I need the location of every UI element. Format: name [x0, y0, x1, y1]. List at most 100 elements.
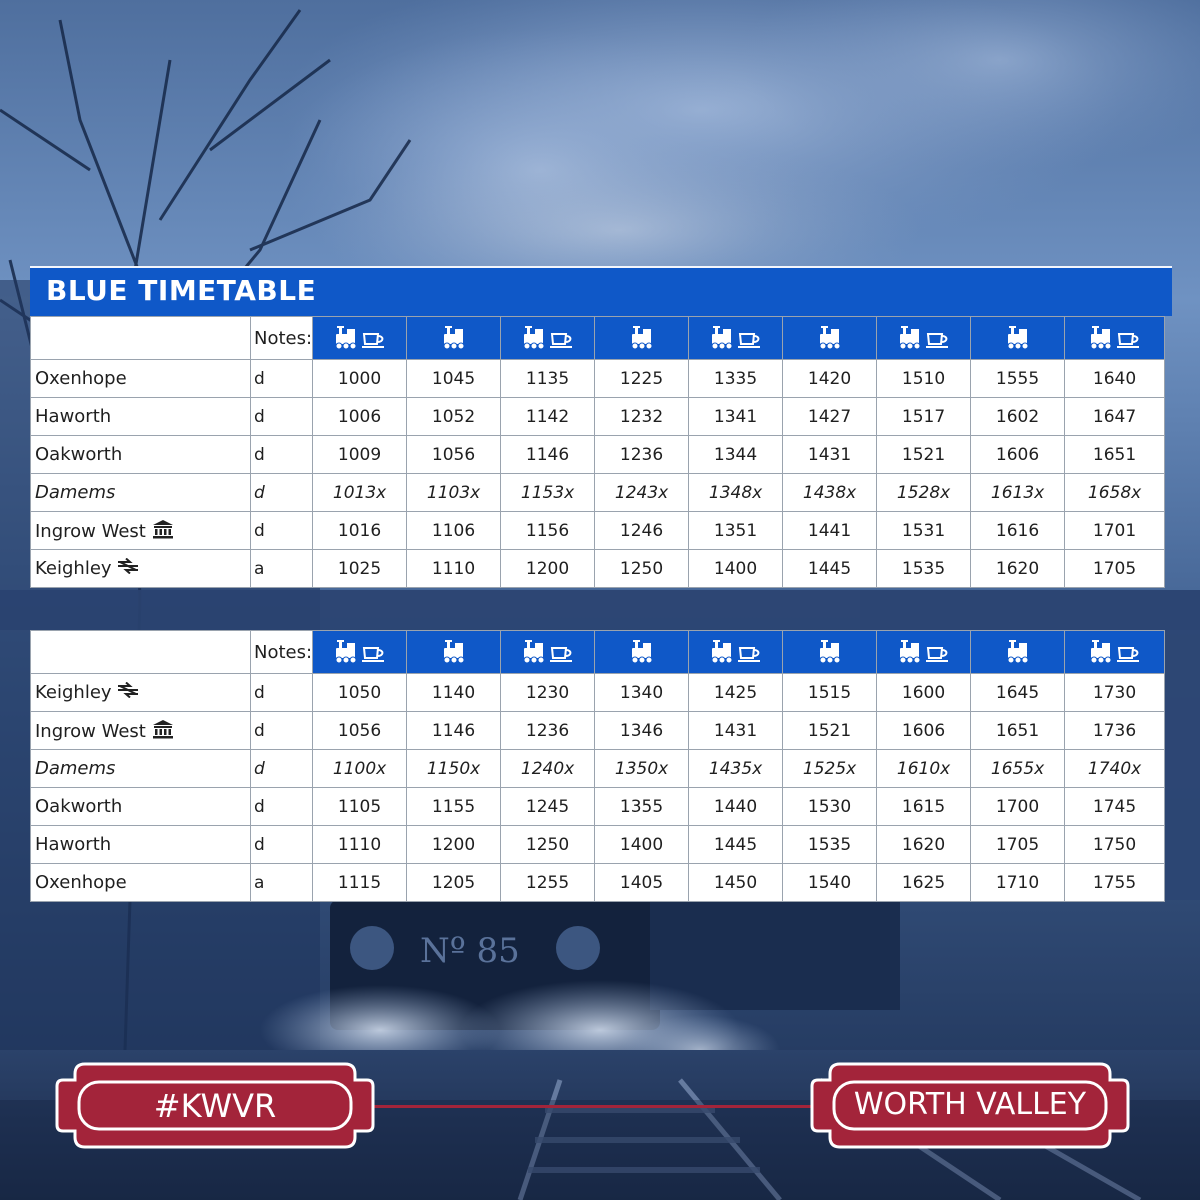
departure-time: 1016 — [312, 511, 408, 550]
steam-train-buffet-icon — [332, 325, 388, 351]
timetable-down-body: Notes: Keighley d 1050 1140 1230 1340 1425 1515… — [30, 630, 1166, 902]
departure-time: 1658x — [1064, 473, 1166, 512]
departure-time: 1106 — [406, 511, 502, 550]
departure-time: 1155 — [406, 787, 502, 826]
service-header-row: Notes: — [30, 316, 1166, 360]
service-header-row: Notes: — [30, 630, 1166, 674]
timetable-row: Ingrow West d 1016 1106 1156 1246 1351 1441 153… — [30, 511, 1166, 550]
departure-time: 1651 — [970, 711, 1066, 750]
departure-time: 1600 — [876, 673, 972, 712]
timetable-row: Damems d 1100x 1150x 1240x 1350x 1435x 1525x 161… — [30, 749, 1166, 788]
departure-time: 1115 — [312, 863, 408, 902]
station-name: Oakworth — [35, 796, 123, 817]
station-name: Oakworth — [35, 444, 123, 465]
departure-time: 1200 — [500, 549, 596, 588]
station-name-cell: Oakworth — [30, 435, 251, 474]
departure-time: 1521 — [782, 711, 878, 750]
departure-time: 1427 — [782, 397, 878, 436]
departure-time: 1335 — [688, 359, 784, 398]
station-name: Oxenhope — [35, 872, 127, 893]
departure-time: 1610x — [876, 749, 972, 788]
timetable-title-bar: BLUE TIMETABLE — [30, 266, 1172, 316]
departure-time: 1440 — [688, 787, 784, 826]
museum-icon — [152, 520, 173, 539]
departure-time: 1255 — [500, 863, 596, 902]
departure-time: 1615 — [876, 787, 972, 826]
departure-time: 1400 — [688, 549, 784, 588]
departure-time: 1640 — [1064, 359, 1166, 398]
departure-time: 1531 — [876, 511, 972, 550]
departure-time: 1700 — [970, 787, 1066, 826]
departure-time: 1528x — [876, 473, 972, 512]
blank-header-cell — [30, 630, 251, 674]
station-name-cell: Haworth — [30, 397, 251, 436]
service-icon-cell — [312, 630, 408, 674]
departure-time: 1450 — [688, 863, 784, 902]
departure-time: 1445 — [782, 549, 878, 588]
departure-time: 1525x — [782, 749, 878, 788]
service-icon-cell — [594, 630, 690, 674]
service-icon-cell — [782, 316, 878, 360]
departure-time: 1510 — [876, 359, 972, 398]
arrive-depart-note: d — [249, 359, 314, 398]
departure-time: 1445 — [688, 825, 784, 864]
departure-time: 1431 — [782, 435, 878, 474]
timetable-up-body: Notes: Oxenhope d 1000 1045 1135 1225 1335 1420 1… — [30, 316, 1166, 588]
departure-time: 1616 — [970, 511, 1066, 550]
departure-time: 1045 — [406, 359, 502, 398]
worth-valley-sign — [810, 1062, 1130, 1149]
departure-time: 1651 — [1064, 435, 1166, 474]
departure-time: 1435x — [688, 749, 784, 788]
departure-time: 1146 — [500, 435, 596, 474]
departure-time: 1602 — [970, 397, 1066, 436]
departure-time: 1701 — [1064, 511, 1166, 550]
departure-time: 1645 — [970, 673, 1066, 712]
departure-time: 1745 — [1064, 787, 1166, 826]
station-name-cell: Oxenhope — [30, 863, 251, 902]
kwvr-hashtag-sign — [55, 1062, 375, 1149]
arrive-depart-note: d — [249, 673, 314, 712]
steam-train-icon — [1004, 325, 1032, 351]
station-name-cell: Oakworth — [30, 787, 251, 826]
steam-train-icon — [628, 639, 656, 665]
service-icon-cell — [406, 630, 502, 674]
departure-time: 1341 — [688, 397, 784, 436]
station-name: Keighley — [35, 558, 112, 579]
steam-train-icon — [628, 325, 656, 351]
departure-time: 1236 — [500, 711, 596, 750]
arrive-depart-note: a — [249, 863, 314, 902]
departure-time: 1755 — [1064, 863, 1166, 902]
station-name: Oxenhope — [35, 368, 127, 389]
departure-time: 1730 — [1064, 673, 1166, 712]
steam-train-icon — [440, 639, 468, 665]
steam-train-buffet-icon — [1087, 325, 1143, 351]
departure-time: 1200 — [406, 825, 502, 864]
departure-time: 1135 — [500, 359, 596, 398]
steam-train-buffet-icon — [896, 325, 952, 351]
timetable-up-table: Notes: Oxenhope d 1000 1045 1135 1225 1335 1420 1… — [30, 316, 1166, 588]
departure-time: 1441 — [782, 511, 878, 550]
departure-time: 1236 — [594, 435, 690, 474]
service-icon-cell — [594, 316, 690, 360]
departure-time: 1517 — [876, 397, 972, 436]
notes-label: Notes: — [249, 630, 314, 674]
timetable-title: BLUE TIMETABLE — [46, 274, 317, 307]
steam-train-buffet-icon — [1087, 639, 1143, 665]
departure-time: 1146 — [406, 711, 502, 750]
station-name-cell: Damems — [30, 473, 251, 512]
arrive-depart-note: d — [249, 511, 314, 550]
national-rail-icon — [118, 557, 139, 575]
kwvr-hashtag-label: #KWVR — [153, 1087, 277, 1125]
steam-train-buffet-icon — [708, 639, 764, 665]
notes-label: Notes: — [249, 316, 314, 360]
station-name-cell: Oxenhope — [30, 359, 251, 398]
station-name: Ingrow West — [35, 721, 146, 742]
departure-time: 1156 — [500, 511, 596, 550]
timetable-row: Keighley a 1025 1110 1200 1250 1400 1445 1535 16… — [30, 549, 1166, 588]
departure-time: 1050 — [312, 673, 408, 712]
steam-train-icon — [816, 325, 844, 351]
worth-valley-label: WORTH VALLEY — [853, 1087, 1087, 1122]
service-icon-cell — [876, 316, 972, 360]
timetable-down-table: Notes: Keighley d 1050 1140 1230 1340 1425 1515… — [30, 630, 1166, 902]
departure-time: 1535 — [782, 825, 878, 864]
